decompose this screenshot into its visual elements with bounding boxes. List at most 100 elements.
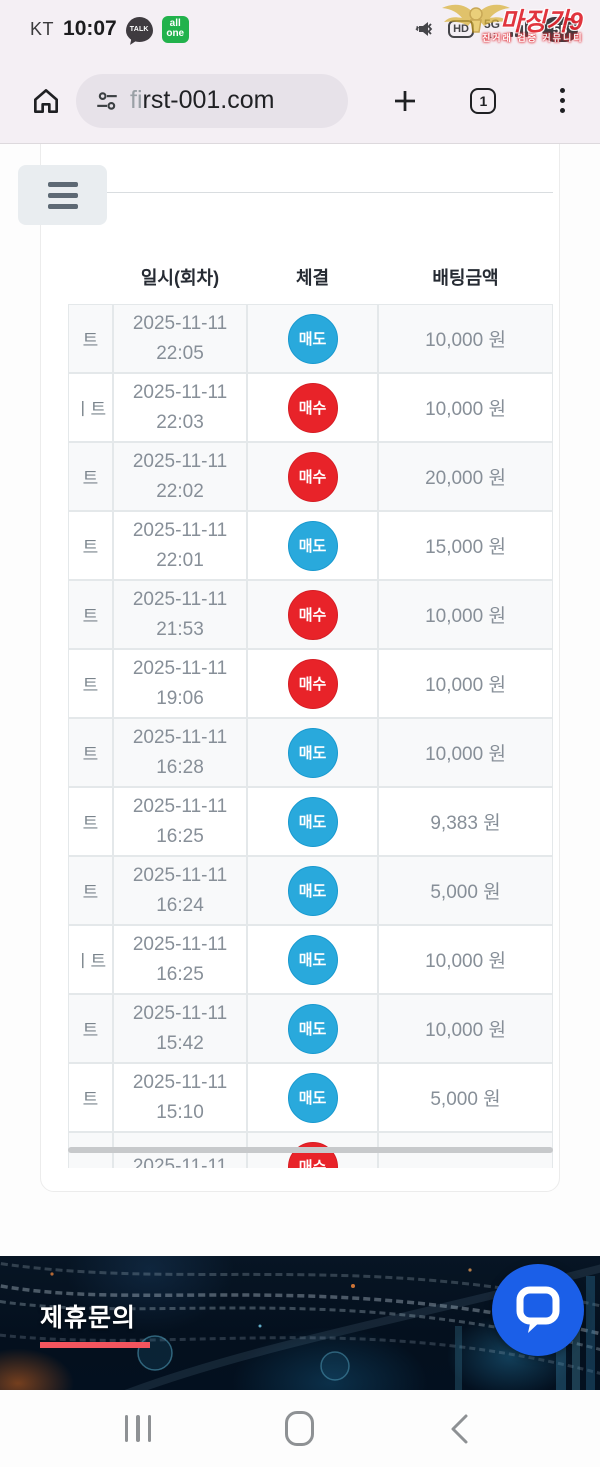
partnership-banner: 제휴문의 xyxy=(0,1256,600,1390)
table-body: 트 2025-11-11 22:05 매도 10,000 원 ㅣ트 2025-1… xyxy=(68,304,553,1168)
datetime-cell: 2025-11-11 16:25 xyxy=(113,925,247,994)
network-5g-icon: 5G ↓↑ xyxy=(483,17,500,40)
side-badge: 매수 xyxy=(287,382,338,433)
table-row: 트 2025-11-11 15:42 매도 10,000 원 xyxy=(68,994,553,1063)
item-fragment-cell: 트 xyxy=(68,787,113,856)
item-fragment-cell: 트 xyxy=(68,1063,113,1132)
execution-cell: 매도 xyxy=(247,925,378,994)
home-icon xyxy=(34,88,58,113)
side-badge: 매도 xyxy=(287,727,338,778)
execution-cell: 매수 xyxy=(247,580,378,649)
status-bar: KT 10:07 TALK all one HD 5G ↓↑ xyxy=(0,0,600,58)
item-fragment-cell: 트 xyxy=(68,580,113,649)
table-row: 트 2025-11-11 16:28 매도 10,000 원 xyxy=(68,718,553,787)
bet-amount-cell: 9,383 원 xyxy=(378,787,553,856)
table-row: 트 2025-11-11 22:05 매도 10,000 원 xyxy=(68,304,553,373)
item-fragment-cell: 트 xyxy=(68,511,113,580)
datetime-cell: 2025-11-11 22:01 xyxy=(113,511,247,580)
bet-amount-cell: 5,000 원 xyxy=(378,1063,553,1132)
side-badge: 매도 xyxy=(287,934,338,985)
banner-title: 제휴문의 xyxy=(40,1304,137,1332)
execution-cell: 매도 xyxy=(247,511,378,580)
address-bar[interactable]: first-001.com xyxy=(76,73,348,128)
side-badge: 매도 xyxy=(287,865,338,916)
menu-hamburger-button[interactable] xyxy=(18,165,107,225)
item-fragment-cell: 트 xyxy=(68,994,113,1063)
datetime-cell: 2025-11-11 21:53 xyxy=(113,580,247,649)
side-badge: 매수 xyxy=(287,589,338,640)
item-fragment-cell: 트 xyxy=(68,649,113,718)
new-tab-button[interactable] xyxy=(383,79,427,123)
datetime-cell: 2025-11-11 16:28 xyxy=(113,718,247,787)
side-badge: 매수 xyxy=(287,451,338,502)
datetime-cell: 2025-11-11 22:02 xyxy=(113,442,247,511)
browser-toolbar: first-001.com 1 xyxy=(0,58,600,144)
chat-button[interactable] xyxy=(492,1264,584,1356)
item-fragment-cell: 트 xyxy=(68,442,113,511)
column-header-bet-amount: 배팅금액 xyxy=(378,260,553,304)
item-fragment-cell: 트 xyxy=(68,718,113,787)
bet-amount-cell: 10,000 원 xyxy=(378,304,553,373)
side-badge: 매수 xyxy=(287,1141,338,1168)
tab-switcher-button[interactable]: 1 xyxy=(461,79,505,123)
web-page: 일시(회차) 체결 배팅금액 트 2025-11-11 22:05 매도 10,… xyxy=(0,144,600,1256)
system-navigation-bar xyxy=(0,1390,600,1467)
execution-cell: 매도 xyxy=(247,787,378,856)
table-row: 트 2025-11-11 21:53 매수 10,000 원 xyxy=(68,580,553,649)
kakaotalk-notification-icon: TALK xyxy=(125,16,153,42)
hd-voice-icon: HD xyxy=(448,20,474,38)
bet-amount-cell: 15,000 원 xyxy=(378,511,553,580)
item-fragment-cell: 트 xyxy=(68,304,113,373)
table-row: ㅣ트 2025-11-11 22:03 매수 10,000 원 xyxy=(68,373,553,442)
table-row: 트 2025-11-11 16:24 매도 5,000 원 xyxy=(68,856,553,925)
bet-amount-cell: 10,000 원 xyxy=(378,925,553,994)
vibrate-mute-icon xyxy=(415,22,433,36)
recents-icon xyxy=(124,1415,152,1442)
datetime-cell: 2025-11-11 22:05 xyxy=(113,304,247,373)
tab-count-icon: 1 xyxy=(470,87,497,114)
bet-amount-cell: 20,000 원 xyxy=(378,442,553,511)
table-row: 트 2025-11-11 22:01 매도 15,000 원 xyxy=(68,511,553,580)
table-header-row: 일시(회차) 체결 배팅금액 xyxy=(68,260,553,304)
item-fragment-cell: ㅣ트 xyxy=(68,373,113,442)
side-badge: 매도 xyxy=(287,1072,338,1123)
datetime-cell: 2025-11-11 16:25 xyxy=(113,787,247,856)
status-time: 10:07 xyxy=(63,17,117,40)
table-row: ㅣ트 2025-11-11 16:25 매도 10,000 원 xyxy=(68,925,553,994)
recents-button[interactable] xyxy=(108,1399,168,1459)
home-button[interactable] xyxy=(24,79,68,123)
table-row: 트 2025-11-11 15:10 매도 5,000 원 xyxy=(68,1063,553,1132)
item-fragment-cell: ㅣ트 xyxy=(68,925,113,994)
side-badge: 매도 xyxy=(287,313,338,364)
table-row: 트 2025-11-11 16:25 매도 9,383 원 xyxy=(68,787,553,856)
execution-cell: 매도 xyxy=(247,994,378,1063)
item-fragment-cell: 트 xyxy=(68,856,113,925)
bet-amount-cell: 10,000 원 xyxy=(378,994,553,1063)
horizontal-scrollbar[interactable] xyxy=(68,1147,553,1153)
side-badge: 매도 xyxy=(287,1003,338,1054)
column-header-item xyxy=(68,260,113,304)
execution-cell: 매도 xyxy=(247,1063,378,1132)
column-header-datetime: 일시(회차) xyxy=(113,260,247,304)
back-button[interactable] xyxy=(430,1399,490,1459)
execution-cell: 매도 xyxy=(247,718,378,787)
chat-bubble-icon xyxy=(516,1286,560,1333)
betting-table-scroll-area[interactable]: 일시(회차) 체결 배팅금액 트 2025-11-11 22:05 매도 10,… xyxy=(68,260,553,1168)
banner-title-underline xyxy=(40,1342,150,1348)
home-nav-button[interactable] xyxy=(269,1399,329,1459)
browser-menu-button[interactable] xyxy=(540,79,584,123)
execution-cell: 매수 xyxy=(247,649,378,718)
url-text: first-001.com xyxy=(130,86,275,114)
battery-indicator: 55 xyxy=(542,16,578,42)
hamburger-icon xyxy=(47,181,78,187)
table-row: 트 2025-11-11 22:02 매수 20,000 원 xyxy=(68,442,553,511)
bet-amount-cell: 10,000 원 xyxy=(378,649,553,718)
datetime-cell: 2025-11-11 19:06 xyxy=(113,649,247,718)
datetime-cell: 2025-11-11 22:03 xyxy=(113,373,247,442)
side-badge: 매도 xyxy=(287,796,338,847)
signal-strength-icon xyxy=(510,21,528,37)
execution-cell: 매수 xyxy=(247,373,378,442)
kebab-menu-icon xyxy=(559,88,565,113)
allone-notification-icon: all one xyxy=(161,15,189,43)
